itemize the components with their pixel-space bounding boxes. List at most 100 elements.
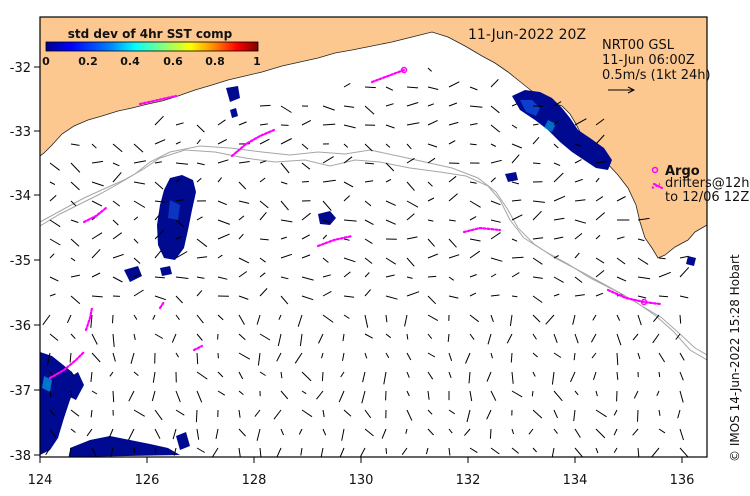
- current-vector: [574, 159, 582, 164]
- current-vector: [469, 390, 473, 402]
- current-vector: [490, 177, 496, 183]
- current-vector: [511, 428, 515, 435]
- current-vector: [448, 219, 456, 222]
- current-vector: [364, 143, 373, 152]
- current-vector: [616, 257, 626, 265]
- current-vector: [196, 371, 208, 380]
- current-vector: [112, 276, 123, 283]
- current-vector: [595, 409, 607, 418]
- current-vector: [318, 333, 324, 344]
- current-vector: [322, 314, 334, 323]
- drifter-legend-label: drifters@12h: [665, 176, 750, 191]
- current-vector: [574, 219, 587, 224]
- current-vector: [469, 200, 481, 208]
- current-vector: [490, 105, 500, 114]
- current-vector: [509, 314, 513, 327]
- current-vector: [259, 288, 268, 297]
- current-vector: [486, 409, 492, 420]
- current-vector: [385, 143, 391, 148]
- current-vector: [343, 257, 356, 263]
- current-vector: [301, 371, 312, 382]
- current-vector: [196, 290, 203, 297]
- current-vector: [427, 352, 436, 358]
- current-vector: [133, 371, 139, 376]
- current-vector: [448, 254, 460, 259]
- current-vector: [154, 276, 165, 279]
- current-vector: [469, 250, 481, 259]
- current-vector: [532, 276, 543, 279]
- current-vector: [108, 428, 114, 439]
- current-vector: [49, 371, 56, 379]
- current-vector: [553, 333, 558, 343]
- current-vector: [532, 371, 536, 377]
- current-vector: [70, 295, 81, 305]
- current-vector: [343, 181, 354, 188]
- current-vector: [151, 390, 156, 402]
- current-vector: [112, 352, 116, 362]
- current-vector: [572, 314, 576, 325]
- current-vector: [154, 229, 165, 240]
- current-vector: [595, 447, 599, 454]
- sst-stddev-patches: [40, 86, 696, 457]
- current-vector: [175, 409, 185, 416]
- current-vector: [342, 352, 345, 361]
- current-vector: [532, 123, 539, 126]
- current-vector: [70, 333, 76, 340]
- drifter-legend-date: to 12/06 12Z: [665, 190, 749, 205]
- current-vector: [658, 295, 669, 298]
- current-vector: [511, 143, 522, 149]
- current-vector: [196, 352, 199, 365]
- current-vector: [217, 219, 230, 225]
- current-vector: [511, 238, 518, 242]
- current-vector: [490, 143, 497, 147]
- current-vector: [257, 352, 261, 366]
- current-vector: [677, 409, 681, 419]
- current-vector: [133, 238, 139, 244]
- current-vector: [217, 138, 228, 145]
- current-vector: [128, 428, 135, 441]
- current-vector: [486, 371, 492, 382]
- current-vector: [532, 314, 541, 323]
- current-vector: [381, 428, 387, 439]
- current-vector: [280, 138, 292, 145]
- current-vector: [574, 118, 587, 126]
- current-vector: [511, 272, 520, 278]
- current-vector: [91, 232, 103, 240]
- current-vector: [406, 86, 419, 89]
- current-vector: [238, 390, 244, 395]
- current-vector: [427, 181, 433, 187]
- current-vector: [173, 447, 177, 456]
- current-vector: [679, 295, 689, 299]
- drifter-legend: drifters@12h to 12/06 12Z: [651, 176, 750, 205]
- current-vector: [553, 101, 562, 107]
- current-vector: [259, 123, 268, 126]
- current-vector: [593, 371, 597, 380]
- current-vector: [658, 409, 661, 416]
- current-vector: [490, 124, 501, 133]
- current-vector: [616, 276, 627, 282]
- current-vector: [489, 428, 492, 439]
- current-vector: [574, 428, 581, 438]
- current-vector: [154, 213, 161, 221]
- current-vector: [238, 271, 248, 278]
- current-vector: [652, 333, 660, 344]
- current-vector: [361, 390, 366, 404]
- current-vector: [448, 238, 457, 248]
- current-vector: [616, 236, 625, 240]
- current-vector: [259, 177, 266, 183]
- current-vector: [385, 257, 397, 265]
- current-vector: [616, 352, 619, 366]
- current-vector: [632, 428, 639, 436]
- current-vector: [301, 234, 311, 240]
- current-vector: [364, 352, 368, 359]
- current-vector: [574, 252, 580, 259]
- y-tick-label: -35: [10, 254, 31, 269]
- y-tick-label: -34: [10, 189, 31, 204]
- current-vector: [154, 200, 166, 203]
- argo-legend-marker: [651, 166, 659, 174]
- current-vector: [238, 333, 246, 341]
- current-vector: [280, 105, 292, 113]
- current-vector: [406, 291, 420, 297]
- current-vector: [510, 352, 513, 363]
- current-vector: [574, 390, 579, 396]
